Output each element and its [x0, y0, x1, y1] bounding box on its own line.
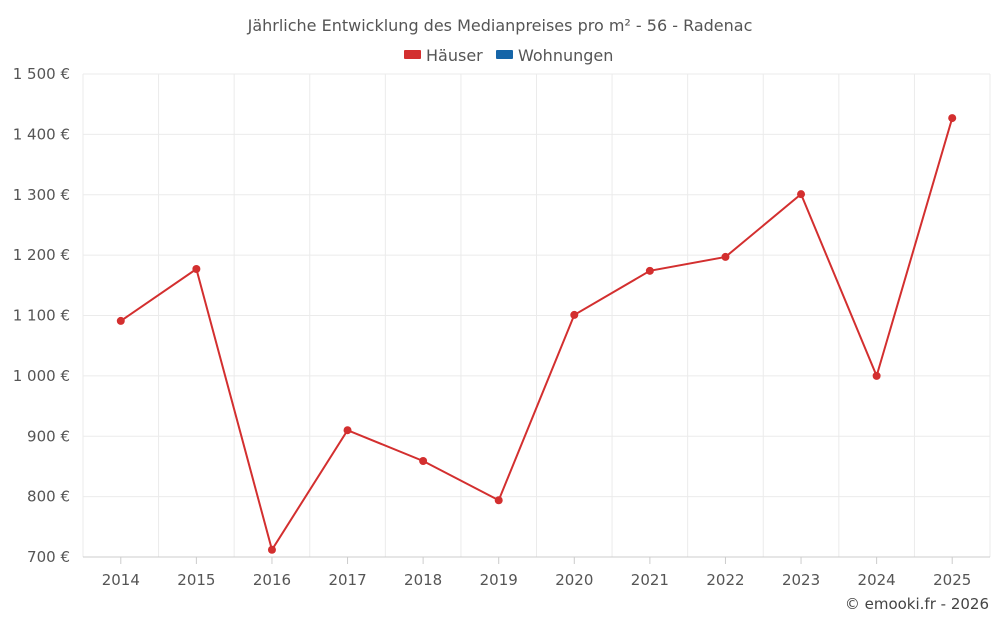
y-tick-label-1400: 1 400 € — [13, 125, 70, 143]
data-point-2024[interactable] — [872, 371, 881, 380]
data-point-2018[interactable] — [419, 457, 428, 466]
grid — [82, 73, 991, 557]
data-point-2021[interactable] — [645, 266, 654, 275]
y-tick-label-900: 900 € — [27, 427, 70, 445]
y-tick-label-800: 800 € — [27, 488, 70, 506]
y-tick-label-1000: 1 000 € — [13, 367, 70, 385]
x-tick-label-2017: 2017 — [328, 571, 366, 589]
axes: 700 € 800 € 900 € 1 000 € 1 100 € 1 200 € 1 30… — [13, 65, 990, 589]
x-tick-label-2018: 2018 — [404, 571, 442, 589]
y-tick-label-700: 700 € — [27, 548, 70, 566]
series — [116, 114, 957, 554]
data-point-2025[interactable] — [948, 114, 957, 123]
x-tick-label-2014: 2014 — [102, 571, 140, 589]
y-tick-label-1200: 1 200 € — [13, 246, 70, 264]
x-tick-label-2025: 2025 — [933, 571, 971, 589]
data-point-2015[interactable] — [192, 265, 201, 274]
data-point-2017[interactable] — [343, 426, 352, 435]
x-tick-label-2015: 2015 — [177, 571, 215, 589]
x-tick-label-2019: 2019 — [480, 571, 518, 589]
credit-text: © emooki.fr - 2026 — [845, 595, 989, 613]
legend-swatch-0 — [404, 50, 421, 59]
x-tick-label-2021: 2021 — [631, 571, 669, 589]
x-tick-label-2023: 2023 — [782, 571, 820, 589]
data-point-2016[interactable] — [267, 545, 276, 554]
legend-item-1[interactable]: Wohnungen — [496, 46, 613, 65]
y-tick-label-1500: 1 500 € — [13, 65, 70, 83]
data-point-2022[interactable] — [721, 252, 730, 261]
legend-swatch-1 — [496, 50, 513, 59]
data-point-2014[interactable] — [116, 316, 125, 325]
series-line-0 — [120, 117, 954, 553]
legend[interactable]: Häuser Wohnungen — [404, 46, 613, 65]
data-point-2020[interactable] — [570, 310, 579, 319]
data-point-2023[interactable] — [797, 190, 806, 199]
legend-label-1: Wohnungen — [518, 46, 613, 65]
legend-label-0: Häuser — [426, 46, 483, 65]
x-tick-label-2022: 2022 — [706, 571, 744, 589]
legend-item-0[interactable]: Häuser — [404, 46, 483, 65]
x-tick-label-2020: 2020 — [555, 571, 593, 589]
chart-title: Jährliche Entwicklung des Medianpreises … — [247, 16, 753, 35]
y-tick-label-1300: 1 300 € — [13, 186, 70, 204]
y-tick-label-1100: 1 100 € — [13, 307, 70, 325]
x-tick-label-2024: 2024 — [858, 571, 896, 589]
data-point-2019[interactable] — [494, 496, 503, 505]
x-tick-label-2016: 2016 — [253, 571, 291, 589]
